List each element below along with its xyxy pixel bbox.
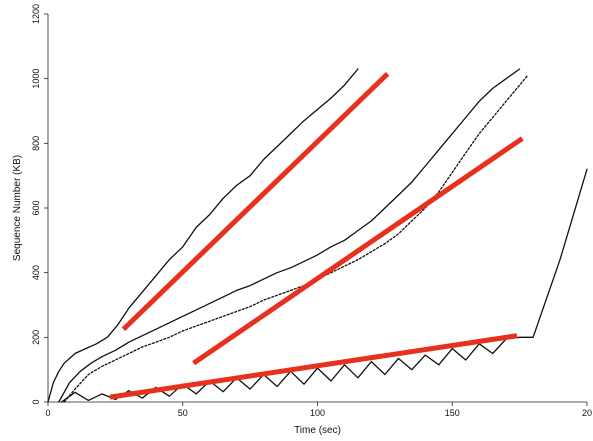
y-tick-label: 1000	[31, 69, 41, 89]
x-axis-title: Time (sec)	[294, 425, 341, 436]
x-tick-label: 50	[178, 408, 188, 418]
y-tick-label: 0	[31, 399, 41, 404]
y-tick-label: 1200	[31, 4, 41, 24]
trend-line-1	[121, 72, 390, 332]
series-line-2	[58, 68, 521, 403]
y-tick-label: 800	[31, 136, 41, 151]
series-layer	[47, 68, 588, 403]
y-tick-label: 400	[31, 265, 41, 280]
x-tick-label: 0	[45, 408, 50, 418]
trend-layer	[109, 72, 524, 400]
y-tick-label: 200	[31, 330, 41, 345]
x-tick-label: 150	[445, 408, 460, 418]
y-tick-label: 600	[31, 200, 41, 215]
series-line-1	[47, 68, 359, 403]
x-ticks: 0 50 100 150 20	[45, 402, 592, 418]
trend-line-2	[192, 136, 524, 366]
series-line-3	[63, 74, 529, 403]
y-ticks: 0 200 400 600 800 1000 1200	[31, 4, 48, 405]
x-tick-label: 100	[310, 408, 325, 418]
series-line-4	[60, 168, 588, 403]
trend-line-3	[109, 333, 518, 400]
x-tick-label: 20	[582, 408, 592, 418]
y-axis-title: Sequence Number (KB)	[12, 155, 23, 261]
chart-axes	[47, 14, 587, 403]
